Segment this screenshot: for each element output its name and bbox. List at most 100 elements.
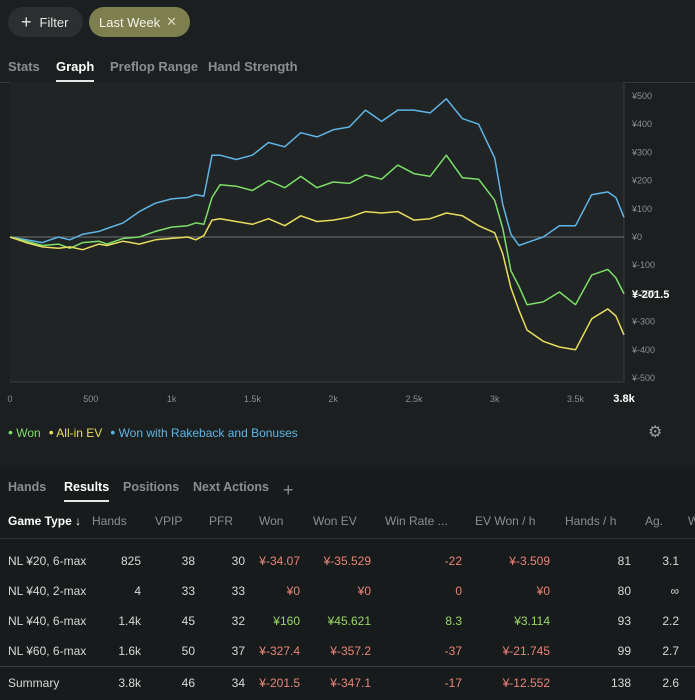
x-tick-label: 3.5k bbox=[567, 394, 585, 404]
column-pfr[interactable]: PFR bbox=[209, 514, 233, 528]
y-tick-label: ¥0 bbox=[631, 232, 642, 242]
table-cell: 30 bbox=[231, 554, 245, 568]
table-cell: 1.4k bbox=[118, 614, 141, 628]
legend-item-all-in-ev[interactable]: • All-in EV bbox=[48, 424, 103, 440]
table-cell: 34 bbox=[231, 676, 245, 690]
table-cell: -17 bbox=[444, 676, 462, 690]
column-ev-won-per-hour[interactable]: EV Won / h bbox=[475, 514, 536, 528]
filter-button[interactable]: + Filter bbox=[8, 7, 83, 37]
series-line-all-in-ev bbox=[9, 210, 625, 351]
close-icon[interactable]: ✕ bbox=[166, 14, 177, 29]
y-tick-label: ¥100 bbox=[631, 204, 652, 214]
view-tabs: Stats Graph Preflop Range Hand Strength bbox=[0, 56, 695, 83]
y-tick-label: ¥-300 bbox=[631, 317, 655, 327]
table-cell: -37 bbox=[444, 644, 462, 658]
x-tick-label: 2.5k bbox=[405, 394, 423, 404]
table-cell: 99 bbox=[617, 644, 631, 658]
column-won[interactable]: Won bbox=[259, 514, 284, 528]
column-hands[interactable]: Hands bbox=[92, 514, 127, 528]
table-cell: ¥45.621 bbox=[327, 614, 371, 628]
tab-stats[interactable]: Stats bbox=[8, 59, 40, 74]
column-win-rate[interactable]: Win Rate ... bbox=[385, 514, 448, 528]
summary-row[interactable]: Summary 3.8k 46 34 ¥-201.5 ¥-347.1 -17 ¥-12.552… bbox=[0, 668, 695, 698]
x-tick-label: 3k bbox=[490, 394, 500, 404]
table-cell: 1.6k bbox=[118, 644, 141, 658]
table-cell: ¥0 bbox=[286, 584, 300, 598]
tab-graph[interactable]: Graph bbox=[56, 59, 95, 82]
table-row[interactable]: NL ¥20, 6-max 825 38 30 ¥-34.07 ¥-35.529 -22 ¥-… bbox=[0, 546, 695, 576]
tab-positions[interactable]: Positions bbox=[123, 480, 180, 494]
table-cell: 8.3 bbox=[445, 614, 462, 628]
game-type-cell: NL ¥40, 6-max bbox=[8, 614, 87, 628]
table-cell: 33 bbox=[181, 584, 195, 598]
table-cell: ¥0 bbox=[357, 584, 371, 598]
add-tab-icon[interactable]: + bbox=[283, 480, 294, 500]
table-cell: ¥3.114 bbox=[514, 614, 550, 628]
column-won-ev[interactable]: Won EV bbox=[313, 514, 357, 528]
current-value-label: ¥-201.5 bbox=[632, 289, 669, 301]
table-cell: -22 bbox=[444, 554, 462, 568]
table-cell: ¥-357.2 bbox=[330, 644, 371, 658]
table-cell: 93 bbox=[617, 614, 631, 628]
table-row[interactable]: NL ¥40, 2-max 4 33 33 ¥0 ¥0 0 ¥0 80 ∞ bbox=[0, 576, 695, 606]
filter-bar: + Filter Last Week ✕ bbox=[0, 0, 695, 44]
table-cell: 81 bbox=[617, 554, 631, 568]
tab-hand-strength[interactable]: Hand Strength bbox=[208, 59, 298, 74]
tab-next-actions[interactable]: Next Actions bbox=[193, 480, 269, 494]
column-vpip[interactable]: VPIP bbox=[155, 514, 183, 528]
table-cell: ¥-327.4 bbox=[259, 644, 300, 658]
settings-gear-icon[interactable]: ⚙ bbox=[648, 424, 663, 441]
y-tick-label: ¥400 bbox=[631, 119, 652, 129]
series-line-won bbox=[9, 154, 625, 306]
table-row[interactable]: NL ¥40, 6-max 1.4k 45 32 ¥160 ¥45.621 8.3 ¥3.11… bbox=[0, 606, 695, 636]
table-cell: 2.7 bbox=[662, 644, 679, 658]
plus-icon: + bbox=[21, 12, 32, 32]
table-cell: 3.8k bbox=[118, 676, 141, 690]
table-cell: ¥-35.529 bbox=[323, 554, 371, 568]
game-type-cell: Summary bbox=[8, 676, 60, 690]
y-tick-label: ¥-500 bbox=[631, 373, 655, 383]
table-cell: 0 bbox=[455, 584, 462, 598]
table-cell: ¥-21.745 bbox=[502, 644, 550, 658]
game-type-cell: NL ¥60, 6-max bbox=[8, 644, 87, 658]
y-tick-label: ¥-100 bbox=[631, 260, 655, 270]
table-cell: ¥-347.1 bbox=[330, 676, 371, 690]
table-tabs: Hands Results Positions Next Actions + bbox=[0, 476, 695, 502]
y-tick-label: ¥200 bbox=[631, 176, 652, 186]
table-cell: ¥160 bbox=[273, 614, 300, 628]
table-cell: 33 bbox=[231, 584, 245, 598]
table-cell: ¥-12.552 bbox=[502, 676, 550, 690]
date-filter-chip[interactable]: Last Week ✕ bbox=[89, 7, 190, 37]
x-tick-label: 1.5k bbox=[244, 394, 262, 404]
table-row[interactable]: NL ¥60, 6-max 1.6k 50 37 ¥-327.4 ¥-357.2 -37 ¥-… bbox=[0, 636, 695, 666]
column-game-type[interactable]: Game Type ↓ bbox=[8, 514, 82, 528]
x-tick-label-current: 3.8k bbox=[613, 393, 635, 405]
x-tick-label: 2k bbox=[328, 394, 338, 404]
game-type-cell: NL ¥20, 6-max bbox=[8, 554, 87, 568]
x-tick-label: 0 bbox=[7, 394, 12, 404]
y-tick-label: ¥-200 bbox=[631, 288, 655, 298]
column-aggression[interactable]: Ag. bbox=[645, 514, 664, 528]
y-tick-label: ¥300 bbox=[631, 147, 652, 157]
table-header: Game Type ↓ Hands VPIP PFR Won Won EV Wi… bbox=[0, 510, 695, 534]
column-w[interactable]: W bbox=[688, 514, 695, 528]
tab-hands[interactable]: Hands bbox=[8, 480, 47, 494]
table-cell: ¥-201.5 bbox=[259, 676, 300, 690]
tab-results[interactable]: Results bbox=[64, 480, 110, 502]
summary-divider bbox=[0, 666, 695, 667]
y-tick-label: ¥500 bbox=[631, 91, 652, 101]
legend-item-won[interactable]: • Won bbox=[8, 424, 41, 440]
x-tick-label: 1k bbox=[167, 394, 177, 404]
tab-preflop-range[interactable]: Preflop Range bbox=[110, 59, 199, 74]
plot-background bbox=[10, 82, 624, 382]
table-cell: 4 bbox=[134, 584, 141, 598]
table-cell: 138 bbox=[610, 676, 631, 690]
table-cell: 50 bbox=[181, 644, 195, 658]
table-cell: 825 bbox=[120, 554, 141, 568]
table-cell: 38 bbox=[181, 554, 195, 568]
graph-legend: • Won • All-in EV • Won with Rakeback an… bbox=[8, 424, 298, 440]
column-hands-per-hour[interactable]: Hands / h bbox=[565, 514, 617, 528]
legend-item-rakeback[interactable]: • Won with Rakeback and Bonuses bbox=[110, 424, 298, 440]
table-cell: 32 bbox=[231, 614, 245, 628]
table-cell: ¥-34.07 bbox=[259, 554, 300, 568]
